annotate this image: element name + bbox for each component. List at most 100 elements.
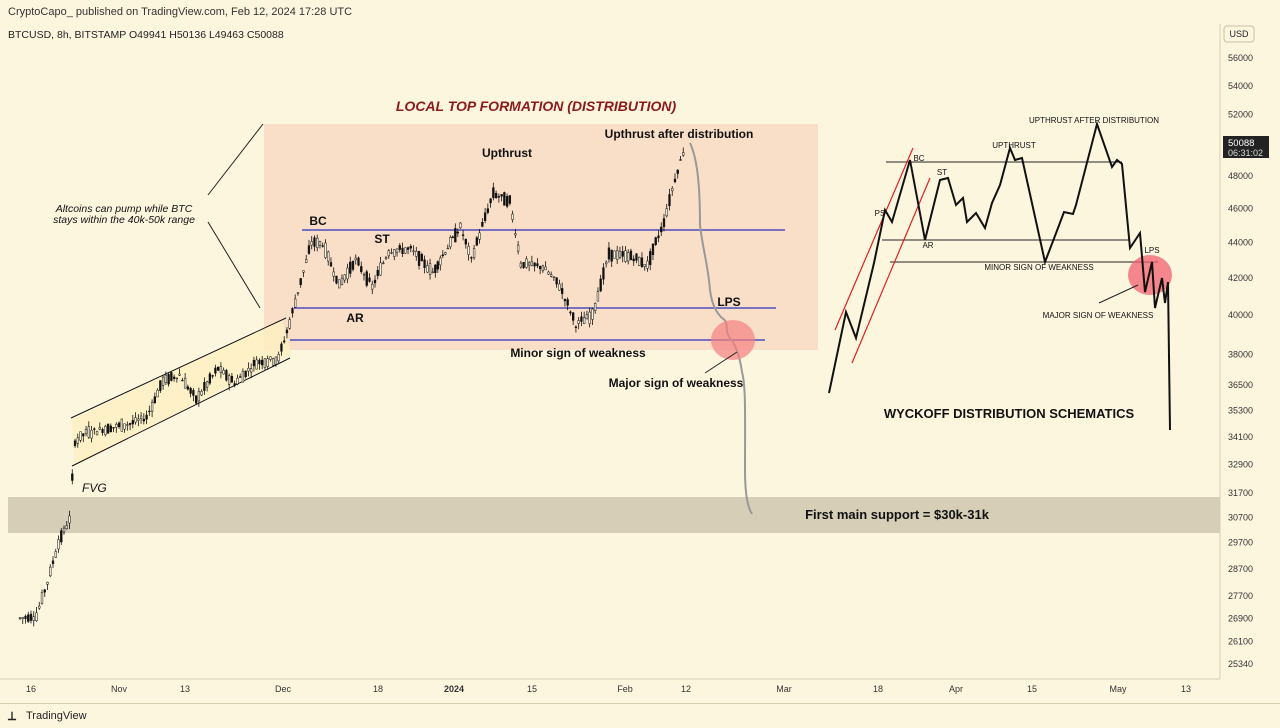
tradingview-brand[interactable]: TradingView	[26, 710, 87, 722]
candle-body	[236, 377, 239, 385]
candle-body	[302, 270, 305, 273]
candle-body	[420, 253, 423, 262]
candle-body	[426, 265, 429, 273]
candle-body	[98, 427, 101, 430]
candle-body	[343, 274, 346, 281]
currency-box[interactable]	[1223, 25, 1255, 43]
candle-body	[519, 262, 523, 268]
candle-body	[255, 359, 258, 370]
time-tick: 18	[373, 684, 383, 694]
candle-body	[222, 369, 225, 375]
candle-body	[373, 279, 377, 284]
candle-body	[456, 231, 459, 234]
candle-body	[117, 422, 121, 427]
candle-body	[313, 237, 316, 247]
time-tick: 16	[26, 684, 36, 694]
candle-body	[332, 271, 335, 277]
candle-body	[583, 317, 586, 324]
candle-body	[269, 356, 272, 360]
candle-body	[643, 264, 646, 267]
candle-body	[395, 248, 399, 253]
candle-body	[214, 367, 217, 374]
candle-body	[544, 266, 547, 271]
callout-line-top	[207, 123, 264, 196]
candle-body	[225, 370, 228, 381]
schematic-channel-lower	[851, 177, 931, 364]
candle-body	[51, 560, 55, 565]
candle-body	[170, 372, 173, 381]
candle-body	[454, 228, 457, 243]
candle-body	[46, 581, 49, 585]
schematic-channel-upper	[834, 147, 914, 331]
candle-body	[310, 241, 313, 246]
candle-body	[280, 343, 283, 352]
candle-body	[71, 473, 74, 481]
rising-channel-fill	[71, 320, 292, 466]
candle-body	[470, 257, 473, 259]
candle-body	[106, 423, 110, 434]
candle-body	[252, 359, 256, 367]
candle-body	[434, 264, 437, 273]
candle-body	[35, 612, 38, 621]
candle-body	[244, 370, 247, 377]
time-ticks: 16 Nov 13 Dec 18 2024 15 Feb 12 Mar 18 Apr 15 May 13	[26, 684, 1191, 694]
candle-body	[522, 261, 525, 268]
price-tick: 25340	[1228, 659, 1253, 669]
candle-body	[283, 340, 286, 343]
candle-body	[60, 530, 63, 543]
candle-body	[541, 265, 545, 272]
candle-body	[616, 250, 619, 261]
candle-body	[580, 316, 583, 322]
candle-body	[84, 429, 88, 434]
candle-body	[514, 233, 517, 236]
candle-body	[660, 226, 663, 233]
candle-body	[368, 277, 371, 282]
candle-body	[65, 525, 68, 529]
candle-body	[261, 359, 264, 366]
candle-body	[436, 261, 439, 270]
candle-body	[148, 410, 151, 413]
publisher-text: CryptoCapo_ published on TradingView.com…	[8, 6, 353, 18]
candle-body	[126, 424, 129, 426]
candle-body	[478, 232, 481, 240]
time-tick: Feb	[617, 684, 633, 694]
candle-body	[360, 266, 363, 273]
distribution-title: LOCAL TOP FORMATION (DISTRIBUTION)	[396, 98, 677, 114]
candle-body	[441, 254, 444, 257]
candle-body	[483, 212, 487, 221]
support-zone	[8, 497, 1220, 533]
candle-body	[472, 248, 476, 259]
candle-body	[181, 379, 184, 382]
bar-countdown: 06:31:02	[1228, 148, 1263, 158]
lps-label: LPS	[717, 295, 740, 309]
price-axis[interactable]	[1220, 24, 1280, 679]
schematic-st: ST	[937, 168, 947, 177]
candle-body	[288, 319, 291, 329]
candle-body	[211, 375, 214, 377]
candle-body	[428, 263, 432, 275]
candle-body	[216, 366, 220, 371]
candle-body	[489, 198, 492, 204]
candle-body	[594, 303, 597, 311]
candle-body	[467, 246, 470, 255]
candle-body	[547, 271, 550, 275]
symbol-info: BTCUSD, 8h, BITSTAMP O49941 H50136 L4946…	[8, 29, 284, 41]
candle-body	[250, 368, 253, 373]
candle-body	[591, 308, 594, 320]
candle-body	[40, 592, 44, 604]
candle-body	[299, 278, 302, 285]
last-price-tag	[1223, 136, 1269, 158]
candle-body	[423, 259, 426, 268]
candle-body	[54, 551, 57, 558]
price-tick: 44000	[1228, 237, 1253, 247]
candle-body	[516, 244, 520, 252]
candle-body	[87, 426, 90, 438]
candle-body	[673, 178, 677, 183]
candle-body	[183, 377, 187, 389]
candle-body	[662, 218, 666, 227]
candle-body	[486, 208, 489, 213]
candle-body	[241, 370, 245, 383]
candle-body	[277, 354, 280, 362]
candle-body	[247, 367, 250, 372]
